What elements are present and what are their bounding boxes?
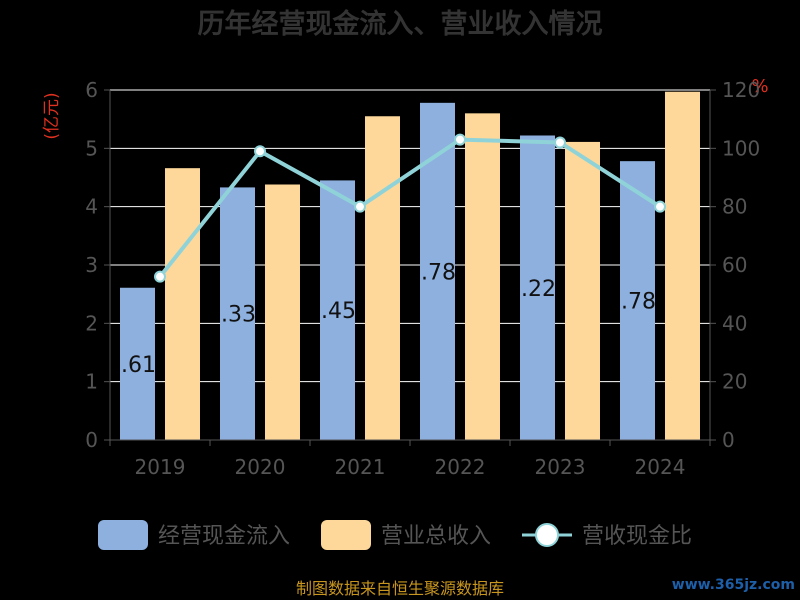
legend: 经营现金流入 营业总收入 营收现金比	[98, 520, 692, 550]
legend-label-cash-inflow: 经营现金流入	[158, 524, 290, 549]
right-tick-label: 80	[722, 195, 747, 219]
bar-cash-inflow	[320, 180, 355, 440]
x-tick-label: 2024	[635, 455, 686, 479]
right-tick-label: 100	[722, 136, 760, 160]
x-tick-label: 2022	[435, 455, 486, 479]
bar-cash-inflow	[520, 135, 555, 440]
left-tick-label: 4	[85, 195, 98, 219]
left-tick-label: 6	[85, 78, 98, 102]
bar-revenue	[465, 113, 500, 440]
ratio-line-path	[158, 137, 662, 278]
x-tick-label: 2019	[135, 455, 186, 479]
left-tick-label: 1	[85, 370, 98, 394]
bar-revenue	[665, 91, 700, 440]
legend-swatch-revenue	[321, 520, 371, 550]
bar-cash-inflow	[120, 287, 155, 440]
legend-label-ratio: 营收现金比	[582, 524, 692, 549]
bar-revenue	[565, 141, 600, 440]
legend-swatch-ratio-marker	[535, 523, 559, 547]
ratio-point	[354, 200, 366, 213]
source-note: 制图数据来自恒生聚源数据库	[296, 579, 504, 598]
left-tick-label: 0	[85, 428, 98, 452]
left-tick-label: 5	[85, 136, 98, 160]
watermark: www.365jz.com	[672, 577, 795, 593]
bar-value-label: .78	[421, 260, 456, 285]
legend-label-revenue: 营业总收入	[381, 524, 491, 549]
ratio-point	[554, 136, 566, 149]
right-tick-label: 120	[722, 78, 760, 102]
bar-revenue	[165, 168, 200, 440]
right-axis-ticks: 0 20 40 60 80 100 120	[709, 78, 760, 452]
x-axis: 2019 2020 2021 2022 2023 2024	[109, 439, 711, 479]
left-axis-unit: (亿元)	[42, 92, 62, 139]
ratio-point	[254, 145, 266, 158]
left-tick-label: 3	[85, 253, 98, 277]
bar-cash-inflow	[620, 161, 655, 440]
right-tick-label: 40	[722, 311, 747, 335]
grid-lines	[110, 89, 710, 383]
bar-value-label: .22	[521, 277, 556, 302]
bar-value-label: .61	[121, 353, 156, 378]
right-tick-label: 0	[722, 428, 735, 452]
right-tick-label: 60	[722, 253, 747, 277]
chart-title: 历年经营现金流入、营业收入情况	[198, 8, 603, 40]
legend-swatch-cash-inflow	[98, 520, 148, 550]
right-axis-unit: %	[751, 76, 768, 97]
x-tick-label: 2020	[235, 455, 286, 479]
bar-revenue	[265, 184, 300, 440]
x-tick-label: 2021	[335, 455, 386, 479]
ratio-line	[154, 133, 666, 283]
ratio-point	[454, 133, 466, 146]
ratio-point	[654, 200, 666, 213]
bar-revenue	[365, 116, 400, 440]
right-tick-label: 20	[722, 370, 747, 394]
ratio-point	[154, 270, 166, 283]
bars: .61 .33 .45 .78 .22 .78	[120, 91, 700, 440]
bar-cash-inflow	[420, 102, 455, 440]
left-tick-label: 2	[85, 311, 98, 335]
bar-value-label: .78	[621, 290, 656, 315]
bar-value-label: .45	[321, 299, 356, 324]
bar-value-label: .33	[221, 303, 256, 328]
bar-cash-inflow	[220, 187, 255, 440]
x-tick-label: 2023	[535, 455, 586, 479]
left-axis-ticks: 0 1 2 3 4 5 6	[85, 78, 111, 452]
